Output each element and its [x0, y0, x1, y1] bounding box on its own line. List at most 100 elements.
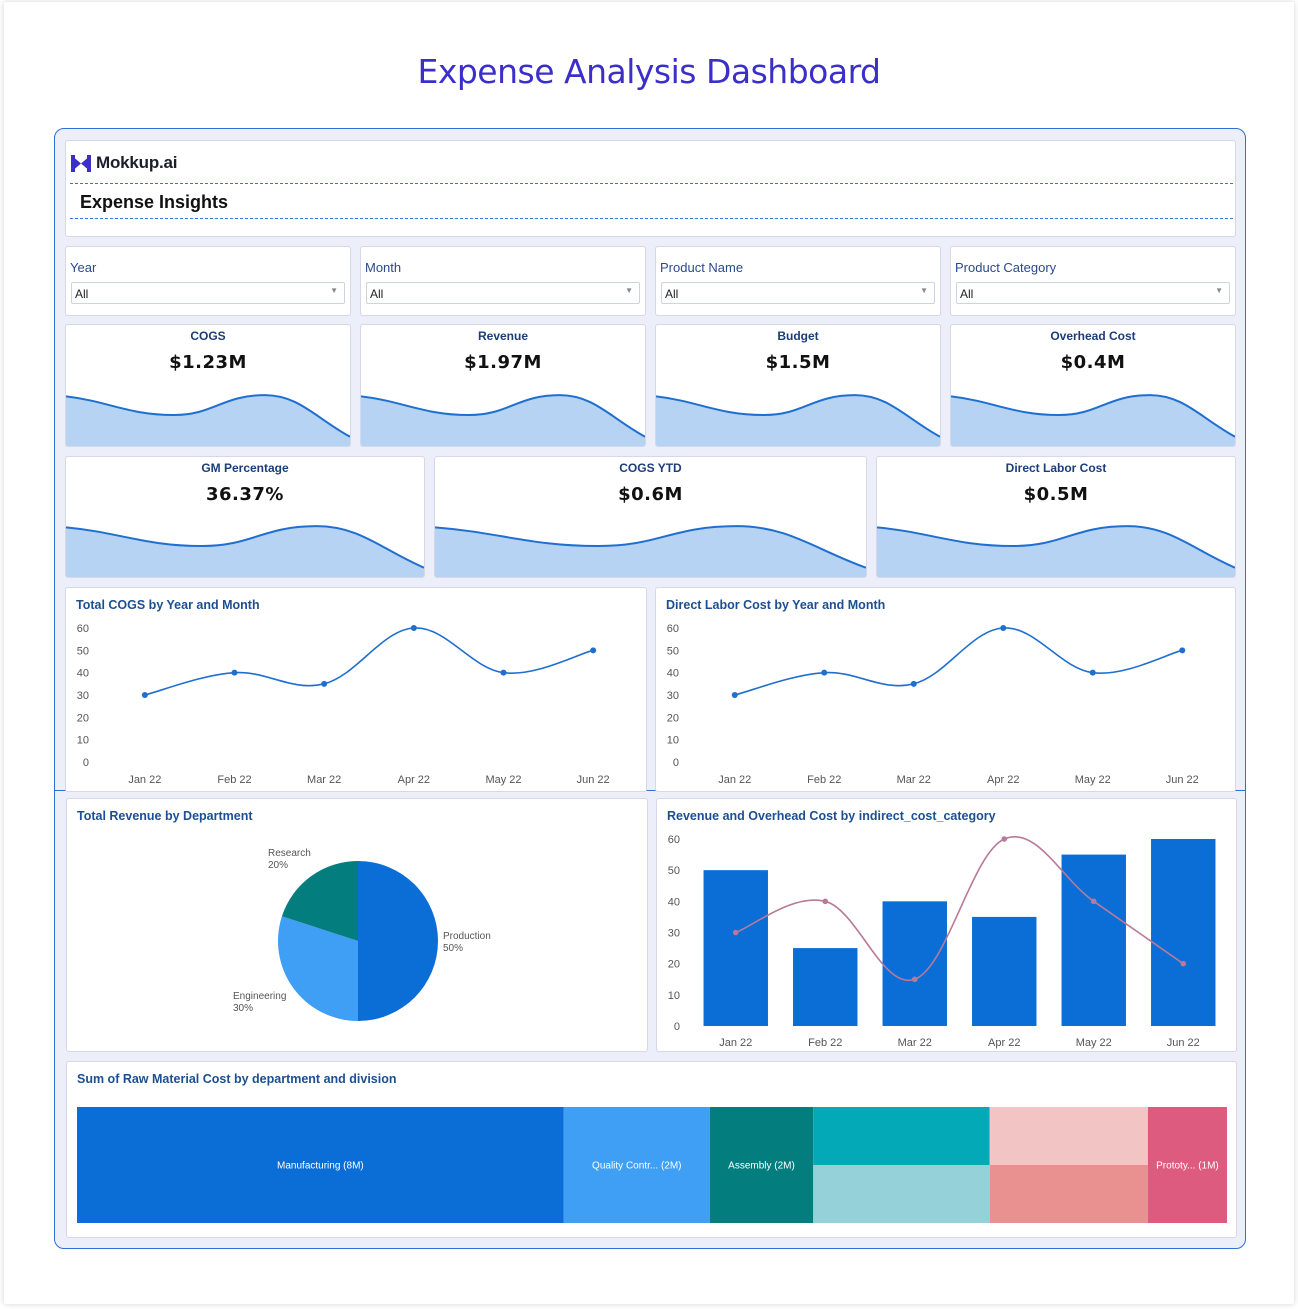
sparkline [435, 525, 866, 577]
data-point [821, 669, 828, 676]
sparkline [951, 394, 1235, 446]
kpi-title: Revenue [477, 329, 529, 343]
kpi-title: COGS YTD [619, 461, 682, 475]
y-tick-label: 60 [667, 623, 679, 635]
data-point [1001, 836, 1008, 842]
treemap-chart: Manufacturing (8M) Quality Contr... (2M) A… [77, 1107, 1227, 1223]
x-tick-label: Apr 22 [988, 1037, 1020, 1049]
select-value: All [370, 287, 384, 301]
bar [1061, 854, 1126, 1026]
kpi-value: $1.97M [464, 352, 542, 373]
treemap-label: Prototy... (1M) [1156, 1161, 1219, 1172]
data-point [231, 669, 238, 676]
y-tick-label: 0 [83, 757, 89, 769]
x-tick-label: Jan 22 [128, 774, 161, 786]
month-select[interactable]: All ▼ [366, 282, 640, 304]
kpi-card-overhead-cost: Overhead Cost $0.4M [950, 324, 1236, 447]
sparkline-line [951, 394, 1235, 438]
year-select[interactable]: All ▼ [71, 282, 345, 304]
bar [703, 870, 768, 1026]
sparkline [656, 394, 940, 446]
sparkline-line [656, 394, 940, 438]
sparkline-line [66, 525, 424, 569]
bar [972, 916, 1037, 1026]
y-tick-label: 50 [77, 645, 89, 657]
slice-name-label: Engineering [233, 991, 286, 1002]
slice-name-label: Research [268, 848, 311, 859]
chart-card-raw-material-cost: Manufacturing (8M) Quality Contr... (2M) A… [66, 1061, 1237, 1238]
filter-label: Year [70, 260, 97, 275]
bar [1151, 839, 1216, 1026]
combo-chart: 0 10 20 30 40 50 60 Jan 22 Feb 22 Mar 22 Apr 22 May… [668, 834, 1216, 1049]
filter-month: Month All ▼ [360, 246, 646, 316]
chevron-down-icon: ▼ [625, 286, 633, 295]
chevron-down-icon: ▼ [920, 286, 928, 295]
x-tick-label: Jun 22 [1167, 1037, 1200, 1049]
sparkline-line [877, 525, 1235, 569]
y-tick-label: 50 [667, 645, 679, 657]
treemap-label: Quality Contr... (2M) [592, 1161, 681, 1172]
header-dashed-line [70, 218, 1233, 219]
chart-title: Total Revenue by Department [77, 809, 253, 823]
x-tick-label: Apr 22 [987, 774, 1019, 786]
kpi-title: Direct Labor Cost [1005, 461, 1107, 475]
data-point [731, 692, 738, 698]
line-chart: 0 10 20 30 40 50 60 Jan 22 Feb 22 Mar 22 Apr 22 May… [667, 623, 1199, 786]
data-point [410, 625, 417, 631]
treemap-cell [709, 1107, 814, 1223]
sparkline-line [435, 525, 866, 569]
y-tick-label: 0 [673, 757, 679, 769]
kpi-card-direct-labor-cost: Direct Labor Cost $0.5M [876, 456, 1236, 578]
y-tick-label: 20 [668, 959, 680, 971]
sparkline [877, 525, 1235, 577]
kpi-value: $1.5M [765, 352, 831, 373]
filter-label: Product Name [660, 260, 744, 275]
data-point [1180, 960, 1187, 967]
kpi-card-budget: Budget $1.5M [655, 324, 941, 447]
kpi-card-cogs: COGS $1.23M [65, 324, 351, 447]
y-tick-label: 60 [668, 834, 680, 846]
slice-percent-label: 20% [268, 860, 288, 871]
data-point [910, 680, 917, 687]
kpi-title: Budget [777, 329, 819, 343]
sparkline [66, 394, 350, 446]
data-point [590, 647, 597, 654]
bar [882, 901, 947, 1026]
product-category-select[interactable]: All ▼ [956, 282, 1230, 304]
chart-card-total-cogs: 0 10 20 30 40 50 60 Jan 22 Feb 22 Mar 22 Apr 22 May… [65, 587, 647, 792]
sparkline-area [877, 526, 1235, 577]
sparkline-area [361, 395, 645, 446]
filter-product-name: Product Name All ▼ [655, 246, 941, 316]
chart-title: Total COGS by Year and Month [76, 598, 260, 612]
sparkline [66, 525, 424, 577]
series-line [144, 627, 594, 696]
x-tick-label: Feb 22 [807, 774, 841, 786]
bar [793, 948, 858, 1026]
y-tick-label: 50 [668, 865, 680, 877]
kpi-value: $0.4M [1060, 352, 1126, 373]
slice-name-label: Production [443, 931, 491, 942]
sparkline-area [66, 395, 350, 446]
treemap-label: Manufacturing (8M) [277, 1161, 364, 1172]
pie-slice [358, 861, 438, 1021]
chart-card-direct-labor-cost: 0 10 20 30 40 50 60 Jan 22 Feb 22 Mar 22 Apr 22 May… [655, 587, 1236, 792]
kpi-value: 36.37% [206, 484, 284, 505]
y-tick-label: 10 [77, 735, 89, 747]
x-tick-label: Mar 22 [897, 774, 931, 786]
chevron-down-icon: ▼ [1215, 286, 1223, 295]
data-point [1089, 669, 1096, 676]
chevron-down-icon: ▼ [330, 286, 338, 295]
sparkline-area [656, 395, 940, 446]
x-tick-label: Jan 22 [719, 1037, 752, 1049]
header-dashed-line [70, 183, 1233, 184]
kpi-title: COGS [190, 329, 226, 343]
filter-year: Year All ▼ [65, 246, 351, 316]
x-tick-label: May 22 [1076, 1037, 1112, 1049]
product-name-select[interactable]: All ▼ [661, 282, 935, 304]
x-tick-label: May 22 [485, 774, 521, 786]
kpi-card-cogs-ytd: COGS YTD $0.6M [434, 456, 867, 578]
pie-slice [281, 861, 358, 941]
select-value: All [75, 287, 89, 301]
sparkline-line [361, 394, 645, 438]
x-tick-label: Mar 22 [307, 774, 341, 786]
